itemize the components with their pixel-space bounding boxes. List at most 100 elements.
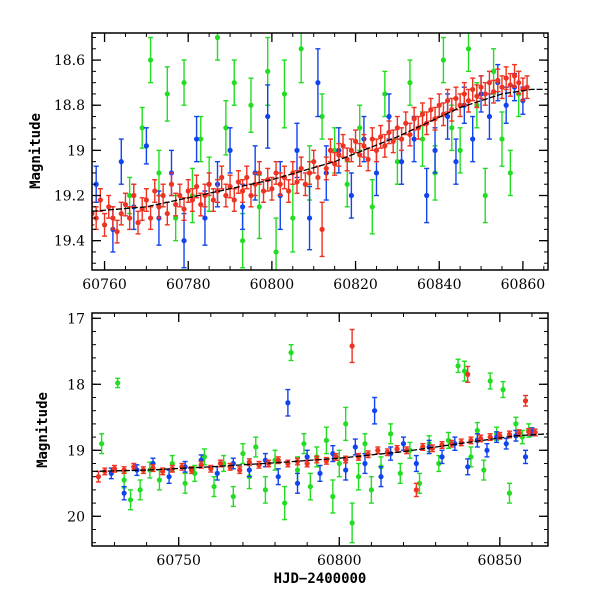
- data-point: [368, 475, 374, 504]
- data-point: [269, 176, 275, 201]
- data-point: [208, 464, 214, 473]
- data-point: [503, 66, 509, 91]
- x-tick-label: 60800: [317, 553, 362, 569]
- top-series-1: [93, 48, 526, 269]
- data-point: [290, 183, 296, 253]
- top-panel: 60760 60780 60800 60820 60840 60860 18.6 18.8 19…: [28, 32, 549, 293]
- data-point: [439, 441, 445, 450]
- data-point: [248, 77, 254, 134]
- data-point: [294, 472, 301, 494]
- data-point: [444, 88, 451, 113]
- data-point: [481, 459, 487, 481]
- data-point: [516, 70, 522, 95]
- data-point: [118, 201, 124, 226]
- data-point: [192, 464, 198, 483]
- data-point: [193, 174, 200, 199]
- data-point: [352, 438, 358, 456]
- data-point: [307, 472, 313, 501]
- data-point: [497, 431, 503, 440]
- data-point: [352, 129, 359, 154]
- data-point: [336, 449, 342, 478]
- data-point: [315, 165, 321, 190]
- data-point: [181, 59, 187, 106]
- data-point: [181, 197, 187, 222]
- data-point: [160, 467, 166, 476]
- data-point: [290, 160, 296, 185]
- data-point: [388, 423, 394, 445]
- data-point: [277, 172, 283, 197]
- data-point: [121, 471, 127, 489]
- data-point: [336, 142, 342, 167]
- data-point: [382, 70, 388, 118]
- data-point: [524, 75, 530, 100]
- data-point: [275, 468, 281, 486]
- data-point: [311, 149, 317, 174]
- y-tick-label: 19.2: [54, 189, 85, 205]
- top-trend-line: [92, 88, 548, 212]
- bottom-panel: 60750 60800 60850 17 18 19 20 Magnitude HJD−24…: [35, 311, 549, 587]
- data-point: [294, 169, 300, 194]
- data-point: [349, 328, 355, 364]
- data-point: [390, 129, 396, 154]
- data-point: [223, 100, 229, 156]
- data-point: [181, 212, 187, 269]
- data-point: [214, 33, 221, 61]
- data-point: [455, 358, 461, 374]
- data-point: [500, 380, 506, 399]
- data-point: [340, 133, 346, 158]
- data-point: [411, 106, 417, 131]
- data-point: [227, 174, 233, 199]
- data-point: [413, 454, 419, 473]
- data-point: [137, 479, 143, 501]
- data-point: [262, 475, 269, 504]
- data-point: [253, 436, 259, 458]
- data-point: [139, 106, 145, 149]
- data-point: [419, 102, 426, 127]
- data-point: [474, 84, 480, 109]
- x-tick-label: 60760: [82, 277, 127, 293]
- data-point: [468, 446, 474, 468]
- data-point: [349, 502, 355, 544]
- data-point: [413, 482, 419, 498]
- data-point: [211, 475, 217, 498]
- data-point: [482, 167, 488, 224]
- data-point: [332, 151, 338, 176]
- data-point: [357, 142, 363, 167]
- data-point: [152, 179, 158, 203]
- data-point: [344, 147, 350, 172]
- bottom-x-axis-title: HJD−2400000: [274, 571, 367, 587]
- data-point: [458, 438, 464, 447]
- data-point: [282, 485, 288, 521]
- data-point: [256, 160, 262, 185]
- data-point: [348, 138, 354, 163]
- data-point: [143, 188, 149, 213]
- data-point: [355, 462, 362, 491]
- data-point: [143, 127, 149, 165]
- data-point: [499, 111, 505, 167]
- data-point: [407, 122, 413, 147]
- top-y-axis-title: Magnitude: [28, 113, 44, 189]
- bottom-axis-ticks: [92, 313, 548, 546]
- data-point: [156, 469, 163, 491]
- data-point: [147, 36, 154, 84]
- data-point: [465, 88, 472, 113]
- data-point: [453, 86, 459, 111]
- data-point: [484, 442, 490, 458]
- data-point: [520, 77, 526, 102]
- data-point: [522, 449, 529, 465]
- data-point: [230, 485, 236, 508]
- data-point: [465, 33, 472, 73]
- data-point: [265, 84, 271, 149]
- data-point: [440, 102, 447, 127]
- data-point: [193, 115, 200, 163]
- y-tick-label: 19: [67, 443, 85, 459]
- data-point: [436, 93, 442, 118]
- data-point: [262, 452, 269, 468]
- data-point: [486, 70, 493, 95]
- data-point: [323, 426, 330, 455]
- x-tick-label: 60820: [333, 277, 378, 293]
- data-point: [306, 160, 313, 185]
- data-point: [235, 169, 242, 194]
- y-tick-label: 18.6: [54, 53, 85, 69]
- data-point: [285, 459, 291, 468]
